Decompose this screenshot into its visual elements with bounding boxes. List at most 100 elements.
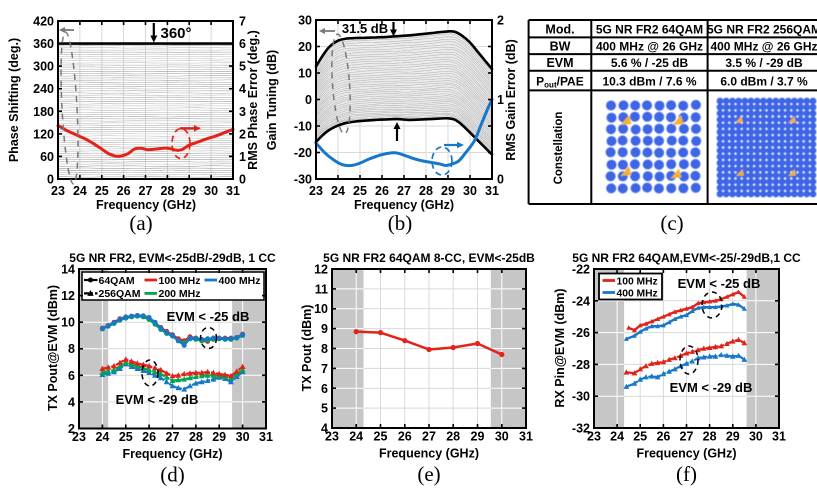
svg-text:23: 23 [309, 184, 323, 198]
svg-text:300: 300 [33, 60, 54, 74]
svg-text:9: 9 [321, 322, 328, 336]
svg-text:360°: 360° [160, 25, 191, 42]
svg-text:3: 3 [239, 105, 246, 119]
svg-text:200 MHz: 200 MHz [159, 288, 201, 300]
svg-text:420: 420 [33, 15, 54, 29]
svg-text:100 MHz: 100 MHz [159, 275, 201, 287]
svg-text:(a): (a) [129, 211, 152, 235]
svg-text:(f): (f) [676, 462, 697, 486]
svg-text:400 MHz @ 26 GHz: 400 MHz @ 26 GHz [596, 40, 703, 54]
svg-text:10: 10 [314, 302, 328, 316]
svg-text:1: 1 [497, 93, 504, 107]
svg-text:0: 0 [239, 173, 246, 187]
svg-text:29: 29 [441, 184, 455, 198]
svg-text:11: 11 [315, 282, 328, 296]
svg-text:2: 2 [497, 14, 504, 28]
svg-text:400 MHz: 400 MHz [617, 288, 658, 299]
svg-text:29: 29 [212, 430, 226, 444]
svg-text:28: 28 [419, 184, 433, 198]
svg-text:5: 5 [321, 402, 328, 416]
svg-text:2: 2 [239, 127, 246, 141]
svg-text:30: 30 [204, 184, 218, 198]
svg-text:0: 0 [305, 93, 312, 107]
svg-text:24: 24 [73, 184, 87, 198]
svg-text:Frequency (GHz): Frequency (GHz) [379, 447, 479, 461]
svg-text:EVM < -25 dB: EVM < -25 dB [167, 309, 250, 324]
svg-text:28: 28 [446, 430, 460, 444]
svg-text:25: 25 [633, 430, 647, 444]
svg-text:27: 27 [166, 430, 180, 444]
svg-text:(c): (c) [660, 211, 683, 235]
svg-text:-20: -20 [294, 146, 312, 160]
svg-text:31: 31 [259, 430, 273, 444]
svg-text:100 MHz: 100 MHz [617, 276, 658, 287]
svg-text:7: 7 [239, 15, 246, 29]
svg-text:31: 31 [772, 430, 786, 444]
svg-text:5G NR FR2 256QAM: 5G NR FR2 256QAM [707, 22, 817, 36]
svg-text:EVM < -29 dB: EVM < -29 dB [670, 380, 753, 395]
svg-text:25: 25 [95, 184, 109, 198]
svg-text:400 MHz @ 26 GHz: 400 MHz @ 26 GHz [710, 40, 817, 54]
svg-text:1: 1 [239, 150, 246, 164]
svg-text:24: 24 [610, 430, 624, 444]
svg-text:-22: -22 [572, 263, 590, 277]
svg-text:180: 180 [33, 105, 54, 119]
svg-text:Mod.: Mod. [545, 22, 574, 36]
svg-text:Frequency (GHz): Frequency (GHz) [354, 198, 454, 212]
svg-text:Phase Shifting (deg.): Phase Shifting (deg.) [7, 38, 21, 162]
svg-text:28: 28 [703, 430, 717, 444]
svg-text:30: 30 [495, 430, 509, 444]
svg-text:240: 240 [33, 82, 54, 96]
svg-text:RX Pin@EVM (dBm): RX Pin@EVM (dBm) [553, 288, 567, 407]
svg-text:RMS Gain Error (dB): RMS Gain Error (dB) [504, 39, 518, 161]
svg-text:27: 27 [422, 430, 436, 444]
svg-text:4: 4 [321, 422, 328, 436]
svg-text:-30: -30 [572, 390, 590, 404]
svg-text:23: 23 [51, 184, 65, 198]
svg-text:12: 12 [314, 263, 328, 277]
svg-text:23: 23 [587, 430, 601, 444]
svg-text:5G NR FR2 64QAM: 5G NR FR2 64QAM [596, 22, 703, 36]
svg-text:400 MHz: 400 MHz [219, 275, 261, 287]
svg-text:30: 30 [298, 14, 312, 28]
svg-text:360: 360 [33, 37, 54, 51]
svg-text:5: 5 [239, 60, 246, 74]
svg-text:24: 24 [95, 430, 109, 444]
svg-text:5G NR FR2 64QAM,EVM<-25/-29dB,: 5G NR FR2 64QAM,EVM<-25/-29dB,1 CC [572, 251, 801, 265]
svg-text:6: 6 [321, 382, 328, 396]
svg-text:26: 26 [117, 184, 131, 198]
svg-text:27: 27 [397, 184, 411, 198]
svg-text:-26: -26 [572, 326, 590, 340]
svg-text:Gain Tuning (dB): Gain Tuning (dB) [265, 50, 279, 150]
svg-text:14: 14 [61, 263, 75, 277]
svg-text:3.5 % / -29 dB: 3.5 % / -29 dB [725, 56, 803, 70]
svg-text:-30: -30 [294, 173, 312, 187]
svg-text:5.6 % / -25 dB: 5.6 % / -25 dB [611, 56, 689, 70]
svg-text:5G NR FR2 64QAM 8-CC, EVM<-25d: 5G NR FR2 64QAM 8-CC, EVM<-25dB [323, 251, 535, 265]
svg-text:10: 10 [298, 67, 312, 81]
svg-text:60: 60 [40, 150, 54, 164]
svg-text:25: 25 [119, 430, 133, 444]
svg-text:-10: -10 [294, 120, 312, 134]
svg-text:-32: -32 [572, 422, 590, 436]
svg-text:TX Pout@EVM (dBm): TX Pout@EVM (dBm) [46, 285, 60, 411]
svg-text:23: 23 [325, 430, 339, 444]
svg-text:10: 10 [61, 316, 75, 330]
svg-text:25: 25 [374, 430, 388, 444]
svg-text:0: 0 [47, 173, 54, 187]
svg-text:120: 120 [33, 127, 54, 141]
svg-text:(e): (e) [417, 462, 440, 486]
svg-text:30: 30 [463, 184, 477, 198]
svg-text:RMS Phase Error (deg.): RMS Phase Error (deg.) [246, 30, 260, 170]
svg-text:64QAM: 64QAM [99, 275, 135, 287]
svg-text:12: 12 [61, 289, 75, 303]
svg-text:10.3 dBm / 7.6 %: 10.3 dBm / 7.6 % [602, 74, 696, 88]
svg-text:28: 28 [189, 430, 203, 444]
svg-text:27: 27 [680, 430, 694, 444]
svg-text:256QAM: 256QAM [99, 288, 141, 300]
svg-text:26: 26 [142, 430, 156, 444]
svg-text:26: 26 [398, 430, 412, 444]
svg-text:30: 30 [236, 430, 250, 444]
svg-text:26: 26 [375, 184, 389, 198]
svg-text:6: 6 [68, 369, 75, 383]
